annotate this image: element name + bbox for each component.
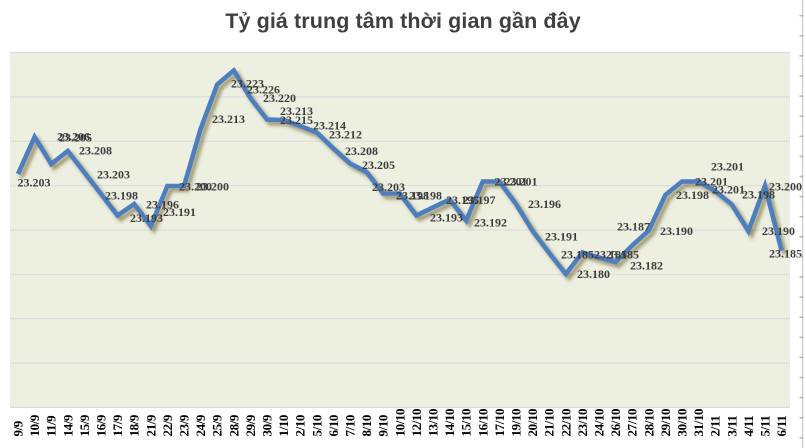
svg-text:23.200: 23.200 xyxy=(769,179,802,193)
svg-text:31/10: 31/10 xyxy=(691,409,706,437)
svg-text:23.190: 23.190 xyxy=(660,224,693,238)
svg-text:23.185: 23.185 xyxy=(606,247,639,261)
svg-text:19/10: 19/10 xyxy=(509,409,524,437)
svg-text:23.198: 23.198 xyxy=(742,187,775,201)
svg-text:23.226: 23.226 xyxy=(247,82,280,96)
svg-text:23.201: 23.201 xyxy=(505,174,538,188)
svg-text:23.193: 23.193 xyxy=(130,211,163,225)
svg-text:23.220: 23.220 xyxy=(263,91,296,105)
svg-text:17/10: 17/10 xyxy=(492,409,507,437)
svg-text:23.201: 23.201 xyxy=(712,182,745,196)
svg-text:23.208: 23.208 xyxy=(345,144,378,158)
svg-text:15/9: 15/9 xyxy=(77,414,92,436)
svg-text:22/10: 22/10 xyxy=(558,409,573,437)
svg-text:23.185: 23.185 xyxy=(594,247,627,261)
svg-text:10/9: 10/9 xyxy=(27,414,42,436)
svg-text:23.180: 23.180 xyxy=(577,267,610,281)
svg-text:23.214: 23.214 xyxy=(313,118,346,132)
svg-text:14/10: 14/10 xyxy=(442,409,457,437)
svg-text:30/10: 30/10 xyxy=(675,409,690,437)
svg-text:23.200: 23.200 xyxy=(196,179,229,193)
svg-text:13/10: 13/10 xyxy=(426,409,441,437)
svg-text:30/9: 30/9 xyxy=(260,414,275,436)
svg-text:6/10: 6/10 xyxy=(326,415,341,437)
svg-text:23.182: 23.182 xyxy=(630,258,663,272)
svg-text:2/10: 2/10 xyxy=(293,415,308,437)
svg-text:24/9: 24/9 xyxy=(193,414,208,436)
svg-text:26/10: 26/10 xyxy=(608,409,623,437)
svg-text:16/9: 16/9 xyxy=(94,414,109,436)
svg-text:21/10: 21/10 xyxy=(542,409,557,437)
svg-text:14/9: 14/9 xyxy=(60,414,75,436)
svg-text:23.223: 23.223 xyxy=(231,76,264,90)
svg-text:23.197: 23.197 xyxy=(463,193,496,207)
svg-text:23.190: 23.190 xyxy=(762,224,795,238)
svg-text:23.213: 23.213 xyxy=(280,104,313,118)
svg-text:23.193: 23.193 xyxy=(430,210,463,224)
svg-text:10/10: 10/10 xyxy=(392,409,407,437)
svg-text:5/10: 5/10 xyxy=(309,415,324,437)
svg-text:23.203: 23.203 xyxy=(97,167,130,181)
svg-text:24/10: 24/10 xyxy=(592,409,607,437)
svg-text:23/10: 23/10 xyxy=(575,409,590,437)
svg-text:2/11: 2/11 xyxy=(708,416,723,437)
svg-text:23.215: 23.215 xyxy=(280,113,313,127)
svg-text:16/10: 16/10 xyxy=(475,409,490,437)
svg-text:23.185: 23.185 xyxy=(561,247,594,261)
svg-text:25/9: 25/9 xyxy=(210,414,225,436)
svg-text:23.191: 23.191 xyxy=(545,229,578,243)
svg-text:23.191: 23.191 xyxy=(163,205,196,219)
svg-text:23.201: 23.201 xyxy=(711,159,744,173)
svg-text:5/11: 5/11 xyxy=(758,416,773,437)
svg-text:21/9: 21/9 xyxy=(143,414,158,436)
svg-text:23.198: 23.198 xyxy=(105,188,138,202)
svg-text:6/11: 6/11 xyxy=(774,416,789,437)
svg-text:23.198: 23.198 xyxy=(396,188,429,202)
svg-text:23.208: 23.208 xyxy=(79,143,112,157)
svg-text:23.201: 23.201 xyxy=(495,174,528,188)
svg-text:23.205: 23.205 xyxy=(362,158,395,172)
svg-text:4/11: 4/11 xyxy=(741,416,756,437)
svg-text:23.206: 23.206 xyxy=(57,129,90,143)
svg-text:23.185: 23.185 xyxy=(769,246,802,260)
svg-text:20/10: 20/10 xyxy=(525,409,540,437)
svg-text:3/11: 3/11 xyxy=(724,416,739,437)
svg-text:23.196: 23.196 xyxy=(146,197,179,211)
svg-text:12/10: 12/10 xyxy=(409,409,424,437)
svg-text:23/9: 23/9 xyxy=(177,414,192,436)
svg-text:11/9: 11/9 xyxy=(44,415,59,437)
svg-text:29/9: 29/9 xyxy=(243,414,258,436)
svg-text:23.213: 23.213 xyxy=(212,112,245,126)
svg-text:23.201: 23.201 xyxy=(695,174,728,188)
svg-text:23.203: 23.203 xyxy=(372,180,405,194)
svg-text:23.205: 23.205 xyxy=(59,130,92,144)
svg-text:23.200: 23.200 xyxy=(179,179,212,193)
svg-text:23.198: 23.198 xyxy=(676,188,709,202)
svg-text:9/9: 9/9 xyxy=(11,420,26,436)
svg-text:15/10: 15/10 xyxy=(459,409,474,437)
svg-text:29/10: 29/10 xyxy=(658,409,673,437)
svg-text:1/10: 1/10 xyxy=(276,415,291,437)
svg-text:7/10: 7/10 xyxy=(343,415,358,437)
svg-text:22/9: 22/9 xyxy=(160,414,175,436)
svg-text:9/10: 9/10 xyxy=(376,415,391,437)
svg-text:23.203: 23.203 xyxy=(18,175,51,189)
svg-text:23.198: 23.198 xyxy=(409,188,442,202)
svg-text:28/9: 28/9 xyxy=(226,414,241,436)
svg-text:8/10: 8/10 xyxy=(359,415,374,437)
svg-text:23.196: 23.196 xyxy=(528,197,561,211)
svg-text:23.195: 23.195 xyxy=(446,193,479,207)
svg-text:17/9: 17/9 xyxy=(110,414,125,436)
svg-text:23.187: 23.187 xyxy=(617,219,650,233)
svg-text:18/9: 18/9 xyxy=(127,414,142,436)
svg-text:27/10: 27/10 xyxy=(625,409,640,437)
svg-text:28/10: 28/10 xyxy=(641,409,656,437)
svg-text:23.212: 23.212 xyxy=(329,127,362,141)
svg-text:23.192: 23.192 xyxy=(474,215,507,229)
